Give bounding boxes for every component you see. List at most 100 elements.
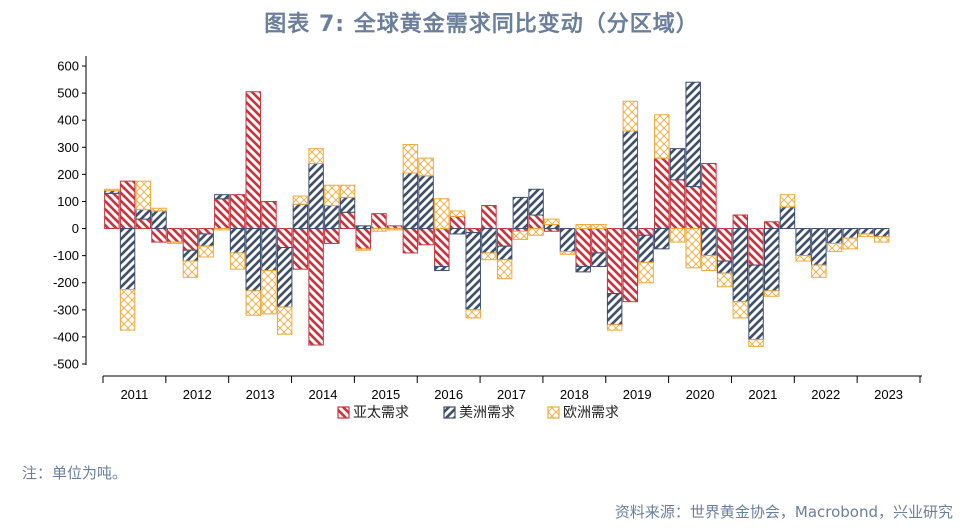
legend-label-americas: 美洲需求 <box>459 405 515 421</box>
bar-europe-2021Q4 <box>779 194 796 208</box>
bar-europe-2021Q1 <box>732 301 749 319</box>
bar-europe-2018Q2 <box>559 251 576 255</box>
bar-europe-2016Q2 <box>434 198 450 230</box>
bar-asia-2012Q1 <box>166 228 183 243</box>
legend-swatch-europe <box>547 406 560 419</box>
bar-asia-2011Q4 <box>151 228 167 243</box>
bar-asia-2017Q1 <box>481 205 497 230</box>
bar-americas-2021Q4 <box>779 206 796 230</box>
bar-americas-2012Q3 <box>198 233 214 247</box>
bar-europe-2021Q2 <box>748 339 764 347</box>
bar-americas-2012Q4 <box>214 194 230 200</box>
bar-asia-2020Q2 <box>685 186 701 230</box>
bar-asia-2011Q3 <box>135 218 152 230</box>
bar-europe-2022Q1 <box>795 255 811 262</box>
bar-americas-2019Q3 <box>638 234 654 263</box>
bar-asia-2013Q2 <box>245 91 261 230</box>
x-tick-label: 2016 <box>434 387 463 402</box>
bar-asia-2012Q4 <box>214 198 230 230</box>
y-tick-label: 0 <box>72 221 79 236</box>
bar-europe-2018Q1 <box>544 218 560 225</box>
bar-europe-2015Q4 <box>402 144 419 174</box>
bar-asia-2016Q4 <box>465 228 481 234</box>
bar-asia-2017Q2 <box>496 228 513 247</box>
bar-europe-2013Q3 <box>261 270 277 315</box>
bar-europe-2023Q2 <box>873 236 890 243</box>
bar-asia-2013Q1 <box>229 194 246 230</box>
bar-europe-2015Q3 <box>386 228 403 231</box>
bar-europe-2011Q2 <box>119 289 136 331</box>
bar-americas-2014Q1 <box>292 203 309 230</box>
bar-europe-2017Q1 <box>481 252 497 261</box>
bar-americas-2014Q3 <box>324 205 340 230</box>
bar-americas-2017Q4 <box>528 188 544 216</box>
bar-europe-2019Q2 <box>622 100 639 132</box>
bar-europe-2014Q1 <box>292 195 309 205</box>
bar-americas-2013Q1 <box>229 228 246 254</box>
bar-europe-2019Q1 <box>606 324 623 331</box>
legend-item-americas: 美洲需求 <box>443 405 515 421</box>
bar-europe-2016Q4 <box>465 309 481 319</box>
bar-asia-2015Q2 <box>371 213 387 230</box>
x-tick-label: 2011 <box>120 387 148 402</box>
bar-europe-2017Q2 <box>496 259 513 280</box>
x-tick-label: 2014 <box>309 387 338 402</box>
bar-americas-2013Q4 <box>276 247 293 308</box>
bar-asia-2014Q3 <box>324 228 340 244</box>
bar-europe-2011Q1 <box>104 188 120 192</box>
bar-europe-2016Q1 <box>418 157 434 177</box>
x-tick-label: 2021 <box>748 387 777 402</box>
y-tick-label: -400 <box>53 329 79 344</box>
bar-asia-2016Q1 <box>418 228 434 246</box>
bar-asia-2014Q4 <box>339 211 356 230</box>
bar-europe-2013Q1 <box>229 252 246 270</box>
bar-asia-2012Q3 <box>198 228 214 235</box>
bar-europe-2015Q1 <box>355 248 371 251</box>
bar-americas-2019Q4 <box>654 228 670 250</box>
bar-americas-2017Q2 <box>496 245 513 261</box>
bar-europe-2012Q2 <box>182 260 199 278</box>
bar-americas-2011Q2 <box>119 228 136 290</box>
bar-americas-2015Q1 <box>355 225 371 230</box>
bar-asia-2012Q2 <box>182 228 199 251</box>
bar-europe-2014Q2 <box>308 148 324 165</box>
bar-americas-2019Q1 <box>606 293 623 326</box>
bar-europe-2023Q1 <box>858 233 874 238</box>
bar-asia-2019Q1 <box>606 228 623 295</box>
bar-europe-2020Q4 <box>716 272 733 288</box>
legend-label-asia: 亚太需求 <box>353 405 409 421</box>
unit-note: 注：单位为吨。 <box>22 464 128 482</box>
y-tick-label: 100 <box>57 194 79 209</box>
bar-asia-2020Q1 <box>669 179 686 230</box>
bar-americas-2022Q4 <box>842 228 859 239</box>
bar-asia-2016Q2 <box>434 228 450 267</box>
bar-americas-2011Q3 <box>135 209 152 220</box>
bar-europe-2019Q3 <box>638 261 654 284</box>
bar-asia-2021Q2 <box>748 228 764 266</box>
bar-europe-2015Q2 <box>371 228 387 232</box>
bar-asia-2019Q2 <box>622 228 639 303</box>
bar-americas-2018Q1 <box>544 223 560 230</box>
x-tick-label: 2012 <box>183 387 212 402</box>
bar-americas-2021Q2 <box>748 264 764 341</box>
bar-europe-2016Q3 <box>449 210 466 217</box>
bar-europe-2017Q3 <box>512 230 529 240</box>
chart-title: 图表 7: 全球黄金需求同比变动（分区域） <box>264 12 699 37</box>
bar-americas-2016Q3 <box>449 228 466 235</box>
bar-americas-2016Q4 <box>465 232 481 311</box>
x-tick-label: 2019 <box>623 387 652 402</box>
bar-americas-2019Q2 <box>622 130 639 230</box>
bar-asia-2019Q3 <box>638 228 654 236</box>
bar-europe-2018Q3 <box>575 223 591 230</box>
bar-asia-2019Q4 <box>654 157 670 230</box>
y-tick-label: 500 <box>57 86 79 101</box>
bar-europe-2022Q3 <box>826 242 843 253</box>
source-note: 资料来源：世界黄金协会，Macrobond，兴业研究 <box>614 503 953 521</box>
bar-europe-2014Q3 <box>324 184 340 207</box>
x-tick-label: 2023 <box>874 387 903 402</box>
bar-asia-2014Q1 <box>292 228 309 270</box>
bar-americas-2014Q2 <box>308 163 324 230</box>
bar-asia-2021Q3 <box>764 221 780 230</box>
bar-asia-2016Q3 <box>449 215 466 230</box>
bar-americas-2016Q1 <box>418 175 434 230</box>
